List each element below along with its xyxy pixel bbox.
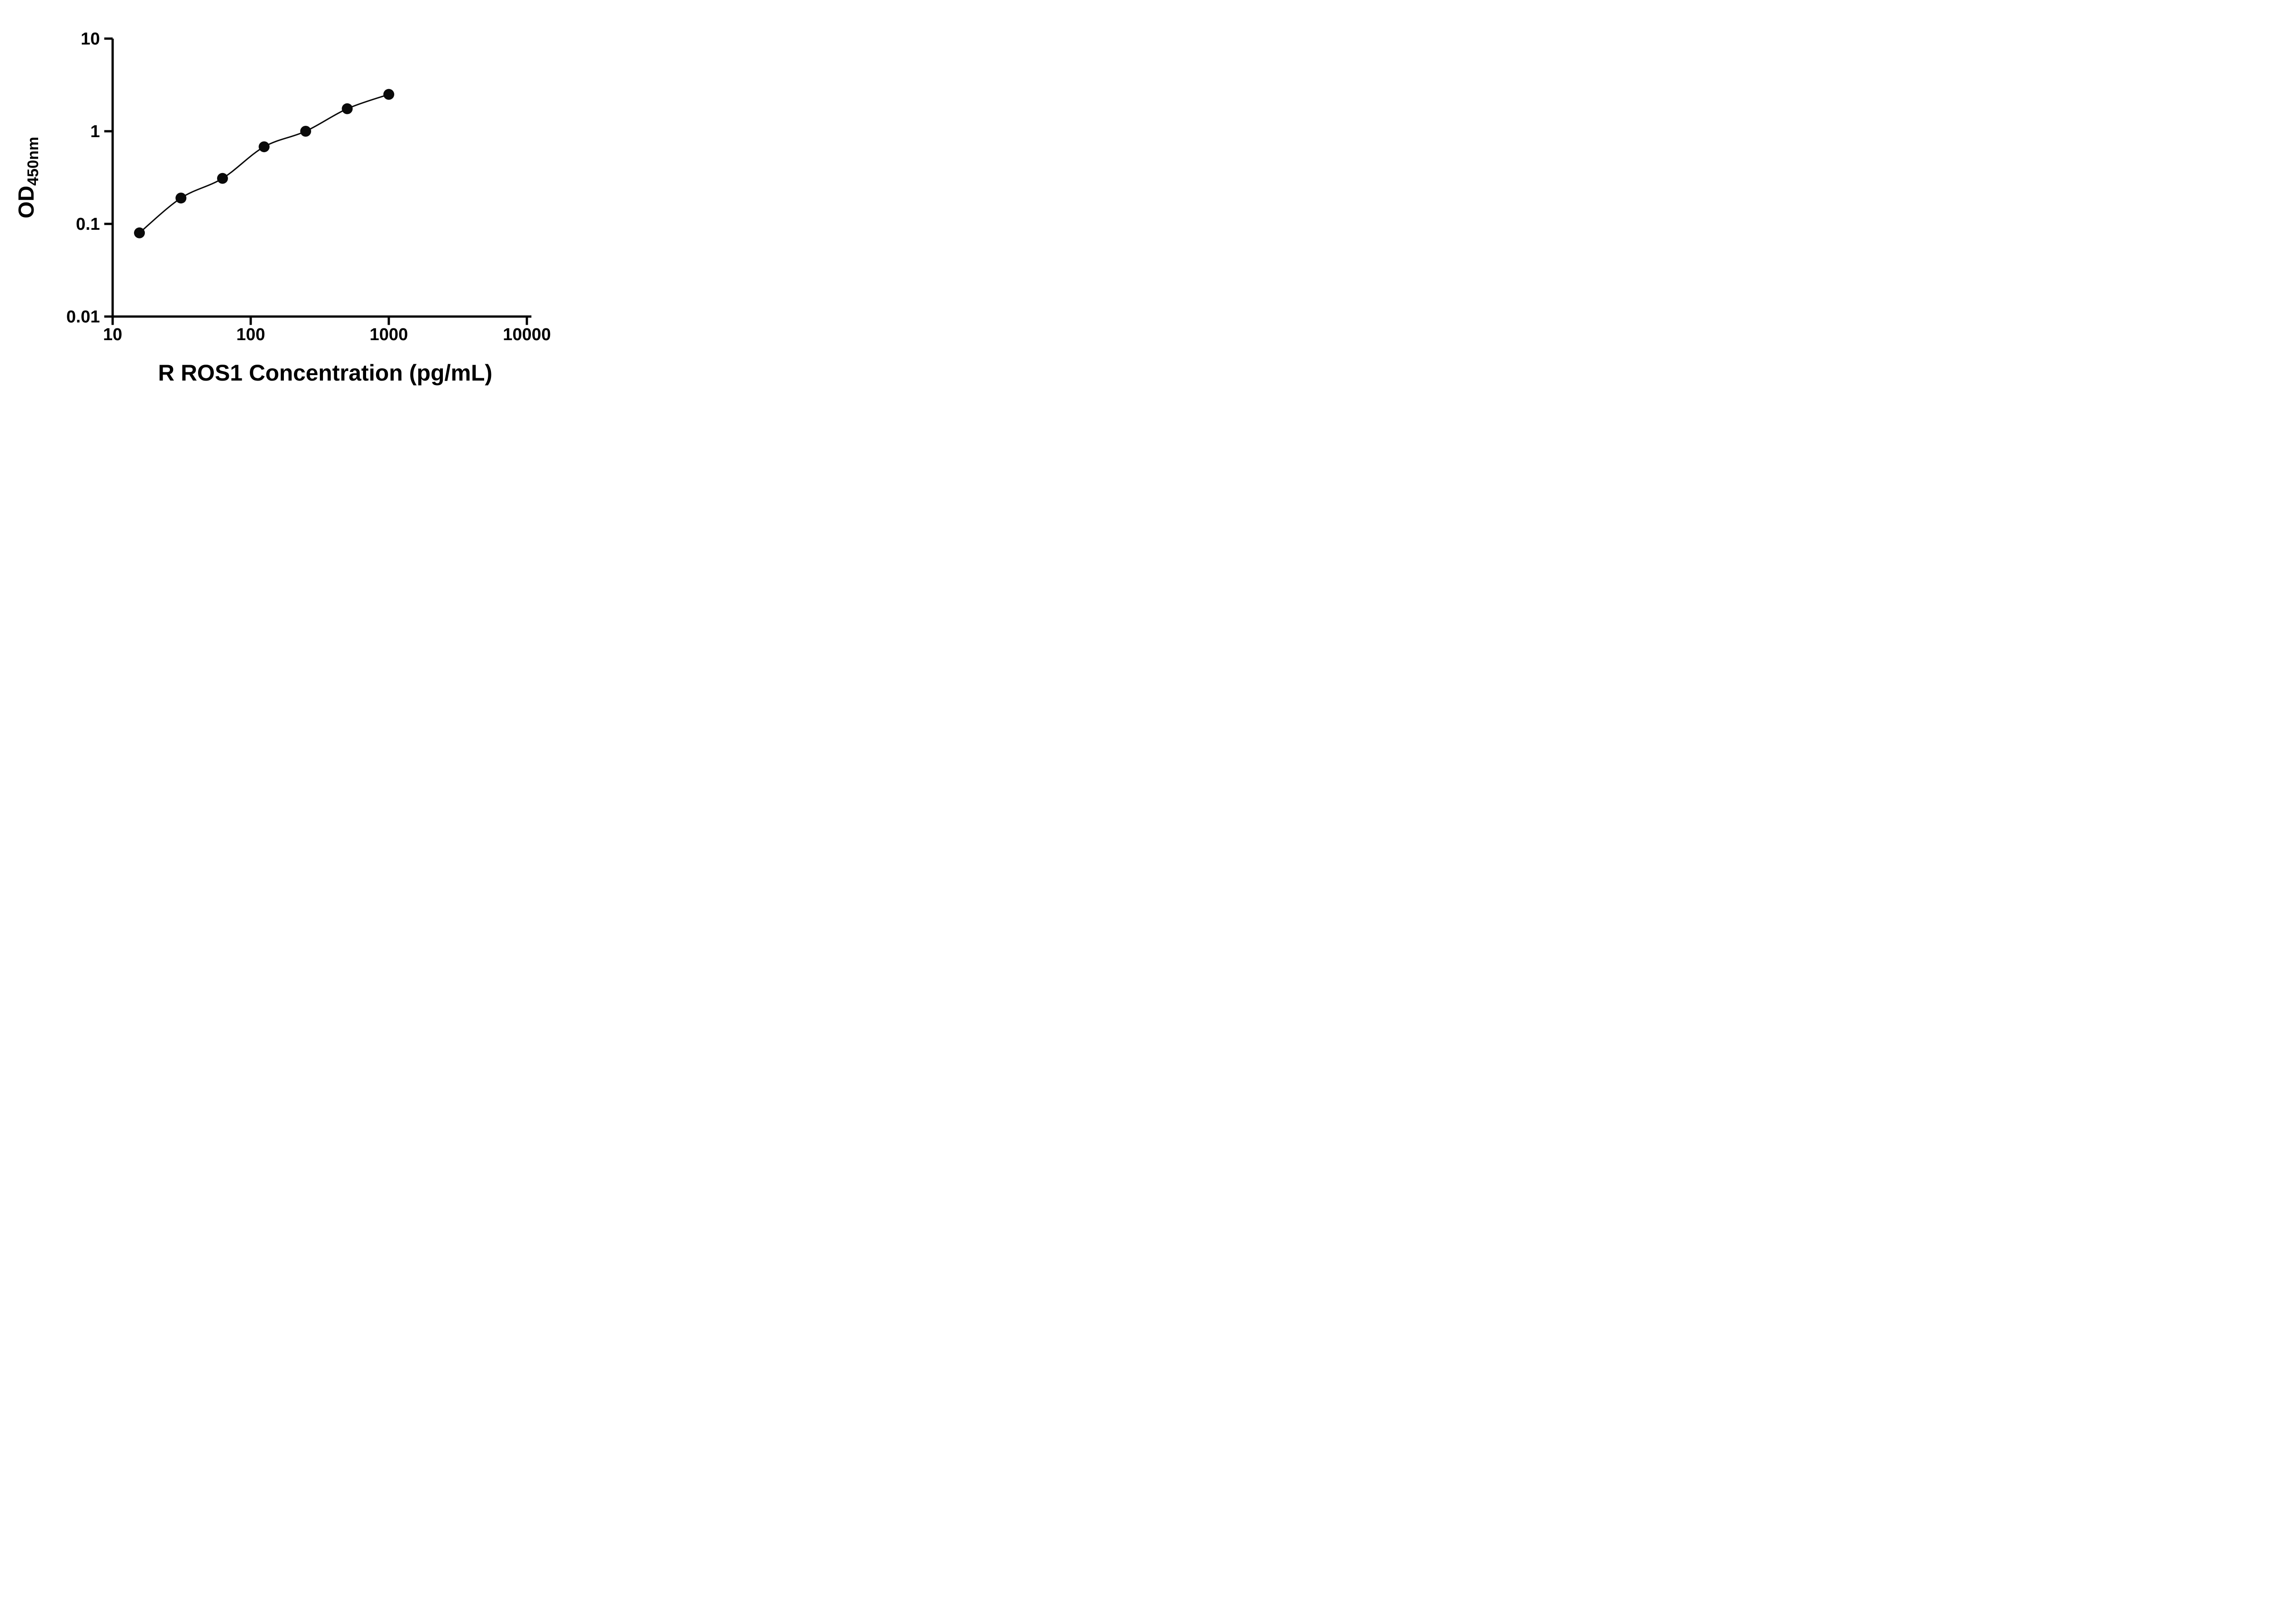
x-tick-label: 10 — [103, 325, 122, 344]
data-point — [134, 227, 145, 238]
data-points-group — [134, 89, 394, 238]
data-point — [342, 103, 353, 114]
axes: 10 100 1000 10000 0.01 0.1 1 10 — [66, 30, 551, 344]
elisa-standard-curve-figure: 10 100 1000 10000 0.01 0.1 1 10 R ROS1 Concentr… — [0, 0, 584, 406]
fit-curve-group — [139, 94, 389, 233]
chart-canvas: 10 100 1000 10000 0.01 0.1 1 10 R ROS1 Concentr… — [15, 30, 551, 386]
data-point — [383, 89, 394, 100]
x-tick-label: 100 — [236, 325, 265, 344]
axis-labels-group: R ROS1 Concentration (pg/mL) OD450nm — [15, 137, 492, 386]
x-axis-title: R ROS1 Concentration (pg/mL) — [158, 360, 492, 386]
x-tick-label: 10000 — [503, 325, 551, 344]
x-tick-label: 1000 — [370, 325, 408, 344]
y-axis-title: OD450nm — [15, 137, 42, 218]
data-point — [300, 126, 311, 137]
y-tick-label: 0.1 — [76, 215, 100, 234]
y-tick-label: 10 — [81, 30, 100, 49]
fit-curve — [139, 94, 389, 233]
y-axis-title-subscript: 450nm — [25, 137, 42, 186]
y-tick-label: 0.01 — [66, 307, 100, 327]
data-point — [217, 173, 228, 184]
y-tick-label: 1 — [90, 122, 100, 141]
data-point — [258, 141, 270, 153]
data-point — [175, 193, 187, 204]
y-axis-title-base: OD — [15, 186, 39, 218]
